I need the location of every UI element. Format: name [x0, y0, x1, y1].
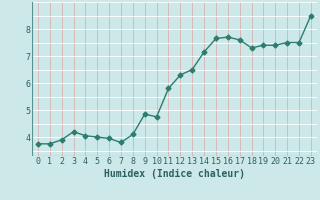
X-axis label: Humidex (Indice chaleur): Humidex (Indice chaleur)	[104, 169, 245, 179]
